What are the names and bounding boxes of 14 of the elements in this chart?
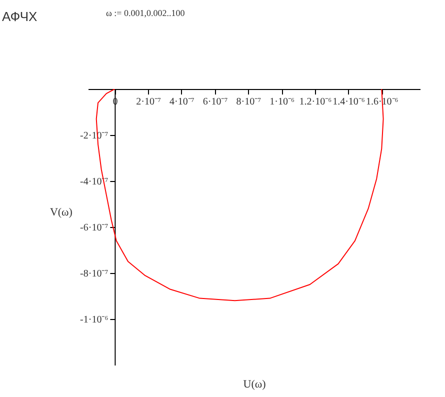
x-tick-label: 2·10⁻⁷ [136, 96, 162, 108]
y-tick-label: -1·10⁻⁶ [80, 314, 109, 326]
x-tick-label: 4·10⁻⁷ [170, 96, 195, 108]
x-axis-title: U(ω) [243, 378, 266, 390]
x-tick-label: 8·10⁻⁷ [236, 96, 262, 108]
x-tick-label: 1.4·10⁻⁶ [332, 96, 366, 108]
x-tick-label: 6·10⁻⁷ [202, 96, 228, 108]
text: ω := 0.001,0.002..100 [106, 8, 186, 18]
y-tick-label: -6·10⁻⁷ [80, 222, 109, 234]
x-tick-label: 1·10⁻⁶ [270, 96, 295, 108]
x-tick-label: 1.2·10⁻⁶ [299, 96, 332, 108]
y-tick-label: -8·10⁻⁷ [80, 268, 109, 280]
chart-title: АФЧХ [2, 9, 38, 24]
y-axis-title: V(ω) [50, 206, 73, 218]
